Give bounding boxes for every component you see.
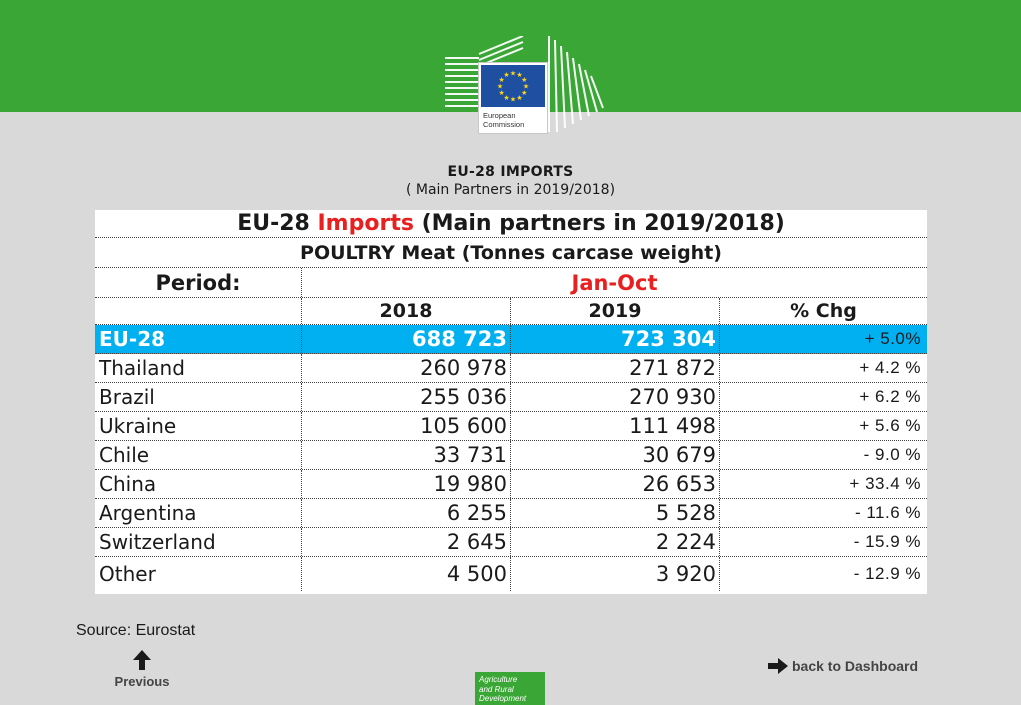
row-label: EU-28 <box>99 327 166 351</box>
table-row: EU-28 688 723 723 304 + 5.0% <box>95 325 927 354</box>
eu-star-icon: ★ <box>499 89 505 97</box>
row-label: China <box>99 472 157 496</box>
previous-label: Previous <box>114 674 170 689</box>
page-title: EU-28 IMPORTS <box>447 164 574 180</box>
row-value-2019: 3 920 <box>510 557 719 591</box>
column-header-pct-chg: % Chg <box>719 298 927 324</box>
logo-text: European Commission <box>483 111 524 129</box>
row-value-2019: 26 653 <box>510 470 719 498</box>
row-pct-chg: + 33.4 % <box>719 470 927 498</box>
table-row: Ukraine 105 600 111 498 + 5.6 % <box>95 412 927 441</box>
row-label: Brazil <box>99 385 155 409</box>
row-pct-chg: - 15.9 % <box>719 528 927 556</box>
row-value-2018: 105 600 <box>301 412 510 440</box>
eu-star-icon: ★ <box>521 89 527 97</box>
row-label: Switzerland <box>99 530 216 554</box>
table-subtitle: POULTRY Meat (Tonnes carcase weight) <box>95 238 927 268</box>
logo-card: ★ ★ ★ ★ ★ ★ ★ ★ ★ ★ ★ ★ European Commission <box>478 62 548 134</box>
imports-table: EU-28 Imports (Main partners in 2019/201… <box>95 210 927 594</box>
row-value-2019: 723 304 <box>510 325 719 353</box>
eu-star-icon: ★ <box>497 83 503 91</box>
period-label: Period: <box>155 270 241 295</box>
table-row: Other 4 500 3 920- 12.9 % <box>95 557 927 591</box>
row-pct-chg: - 9.0 % <box>719 441 927 469</box>
dg-agri-line1: Agriculture <box>479 675 518 684</box>
column-header-2018: 2018 <box>301 298 510 324</box>
table-row: Switzerland 2 645 2 224- 15.9 % <box>95 528 927 557</box>
row-value-2019: 270 930 <box>510 383 719 411</box>
page-title-block: EU-28 IMPORTS ( Main Partners in 2019/20… <box>0 164 1021 198</box>
previous-button[interactable]: Previous <box>112 650 172 689</box>
row-value-2018: 19 980 <box>301 470 510 498</box>
row-value-2019: 111 498 <box>510 412 719 440</box>
row-value-2018: 688 723 <box>301 325 510 353</box>
page-subtitle: ( Main Partners in 2019/2018) <box>405 182 616 198</box>
row-pct-chg: + 4.2 % <box>719 354 927 382</box>
row-label: Ukraine <box>99 414 177 438</box>
period-row: Period: Jan-Oct <box>95 268 927 298</box>
table-title: EU-28 Imports (Main partners in 2019/201… <box>95 210 927 238</box>
table-row: Brazil 255 036 270 930 + 6.2 % <box>95 383 927 412</box>
period-value: Jan-Oct <box>301 268 927 297</box>
row-pct-chg: + 5.6 % <box>719 412 927 440</box>
row-value-2018: 260 978 <box>301 354 510 382</box>
eu-star-icon: ★ <box>521 76 527 84</box>
table-title-highlight: Imports <box>317 211 414 236</box>
eu-star-icon: ★ <box>516 94 522 102</box>
table-row: Chile 33 731 30 679- 9.0 % <box>95 441 927 470</box>
arrow-up-icon <box>133 650 151 670</box>
row-value-2019: 30 679 <box>510 441 719 469</box>
row-value-2018: 33 731 <box>301 441 510 469</box>
eu-star-icon: ★ <box>503 71 509 79</box>
table-row: Thailand 260 978 271 872 + 4.2 % <box>95 354 927 383</box>
row-label: Chile <box>99 443 150 467</box>
european-commission-logo: ★ ★ ★ ★ ★ ★ ★ ★ ★ ★ ★ ★ European Commission <box>445 36 605 136</box>
source-note: Source: Eurostat <box>76 622 196 639</box>
row-pct-chg: + 6.2 % <box>719 383 927 411</box>
arrow-right-icon <box>768 658 788 674</box>
eu-star-icon: ★ <box>523 83 529 91</box>
dg-agri-line2: and Rural <box>479 684 514 694</box>
row-value-2018: 2 645 <box>301 528 510 556</box>
logo-text-line1: European <box>483 111 516 120</box>
building-stripes-graphic <box>445 36 604 133</box>
row-pct-chg: + 5.0% <box>719 325 927 353</box>
row-pct-chg: - 12.9 % <box>719 557 927 591</box>
eu-star-icon: ★ <box>499 76 505 84</box>
logo-text-line2: Commission <box>483 120 525 129</box>
column-header-2019: 2019 <box>510 298 719 324</box>
row-value-2019: 5 528 <box>510 499 719 527</box>
dg-agri-badge: Agriculture and Rural Development <box>475 672 545 705</box>
eu-flag-icon: ★ ★ ★ ★ ★ ★ ★ ★ ★ ★ ★ ★ <box>481 65 545 107</box>
row-value-2018: 6 255 <box>301 499 510 527</box>
back-to-dashboard-label: back to Dashboard <box>792 658 919 674</box>
row-value-2018: 255 036 <box>301 383 510 411</box>
eu-star-icon: ★ <box>510 96 516 104</box>
table-row: Argentina 6 255 5 528- 11.6 % <box>95 499 927 528</box>
column-header-row: 2018 2019 % Chg <box>95 298 927 325</box>
table-row: China 19 980 26 653 + 33.4 % <box>95 470 927 499</box>
column-header-empty <box>95 298 301 324</box>
table-title-part2: (Main partners in 2019/2018) <box>413 211 785 236</box>
eu-star-icon: ★ <box>503 94 509 102</box>
eu-star-icon: ★ <box>510 70 516 78</box>
row-pct-chg: - 11.6 % <box>719 499 927 527</box>
row-label: Thailand <box>99 356 185 380</box>
row-value-2019: 2 224 <box>510 528 719 556</box>
row-value-2018: 4 500 <box>301 557 510 591</box>
back-to-dashboard-button[interactable]: back to Dashboard <box>768 658 918 674</box>
row-label: Other <box>99 562 156 586</box>
dg-agri-line3: Development <box>479 694 527 703</box>
row-value-2019: 271 872 <box>510 354 719 382</box>
eu-star-icon: ★ <box>516 71 522 79</box>
row-label: Argentina <box>99 501 197 525</box>
table-title-part1: EU-28 <box>237 211 318 236</box>
